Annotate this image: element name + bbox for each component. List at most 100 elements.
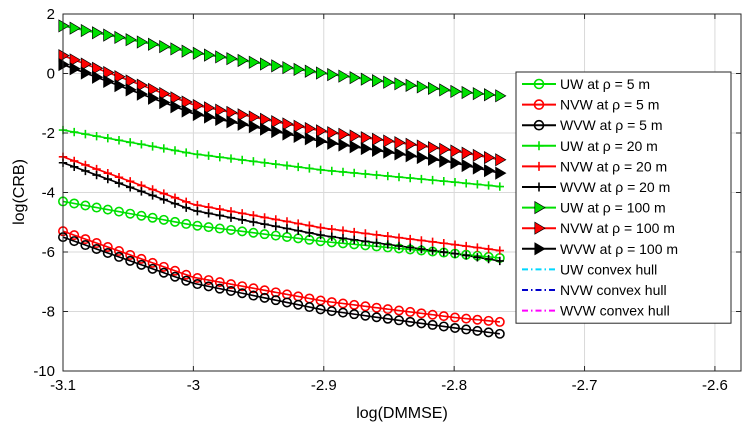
data-point bbox=[338, 127, 350, 141]
data-point bbox=[338, 167, 348, 177]
data-point bbox=[281, 231, 292, 242]
data-point bbox=[237, 155, 247, 165]
data-point bbox=[349, 129, 361, 143]
data-point bbox=[439, 154, 451, 168]
data-point bbox=[147, 212, 158, 223]
data-point bbox=[181, 104, 193, 118]
data-point bbox=[484, 88, 496, 102]
data-point bbox=[103, 65, 115, 80]
data-point bbox=[305, 228, 314, 238]
data-point bbox=[326, 306, 337, 317]
data-point bbox=[260, 112, 272, 126]
data-point bbox=[305, 221, 314, 230]
data-point bbox=[215, 103, 227, 117]
series-marker-group bbox=[57, 232, 505, 339]
legend-item: WVW at ρ = 100 m bbox=[522, 241, 678, 257]
data-point bbox=[237, 108, 249, 122]
data-point bbox=[260, 158, 269, 167]
data-point bbox=[484, 244, 493, 254]
data-point bbox=[226, 213, 236, 222]
data-point bbox=[416, 318, 427, 329]
legend-label: UW at ρ = 5 m bbox=[560, 76, 650, 92]
data-point bbox=[282, 217, 292, 226]
data-point bbox=[483, 315, 494, 326]
data-point bbox=[226, 115, 238, 129]
series-line bbox=[62, 54, 500, 161]
series-marker-group bbox=[58, 125, 504, 191]
legend-marker bbox=[533, 99, 545, 110]
data-point bbox=[461, 313, 472, 324]
data-point bbox=[494, 328, 505, 339]
data-point bbox=[91, 238, 102, 249]
data-point bbox=[215, 152, 224, 162]
data-point bbox=[495, 153, 507, 167]
data-point bbox=[113, 206, 124, 217]
legend-item: WVW at ρ = 5 m bbox=[522, 117, 662, 133]
data-point bbox=[158, 261, 169, 272]
data-point bbox=[405, 78, 417, 92]
data-point bbox=[113, 251, 124, 262]
data-point bbox=[360, 72, 373, 86]
data-point bbox=[371, 312, 382, 323]
data-point bbox=[181, 148, 191, 157]
series-line bbox=[62, 63, 500, 174]
legend-label: NVW at ρ = 100 m bbox=[560, 220, 675, 236]
data-point bbox=[461, 241, 471, 251]
data-point bbox=[158, 267, 169, 278]
data-point bbox=[169, 271, 180, 282]
data-point bbox=[125, 183, 135, 192]
data-point bbox=[170, 91, 182, 105]
legend-marker bbox=[534, 182, 544, 192]
series-marker-group bbox=[57, 226, 505, 327]
legend-marker bbox=[533, 119, 545, 131]
data-point bbox=[338, 69, 350, 83]
series-marker-group bbox=[58, 49, 507, 167]
data-point bbox=[271, 124, 283, 139]
data-point bbox=[270, 230, 281, 241]
data-point bbox=[237, 288, 248, 299]
data-point bbox=[203, 275, 214, 286]
data-point bbox=[113, 245, 124, 256]
data-point bbox=[271, 59, 283, 73]
data-point bbox=[260, 122, 272, 136]
data-point bbox=[192, 220, 203, 231]
data-point bbox=[405, 149, 417, 163]
data-point bbox=[137, 187, 146, 196]
data-point bbox=[394, 233, 404, 242]
data-point bbox=[92, 170, 101, 180]
data-point bbox=[372, 132, 384, 146]
data-point bbox=[170, 42, 182, 56]
data-point bbox=[226, 154, 236, 163]
data-point bbox=[181, 269, 192, 280]
data-point bbox=[438, 311, 449, 322]
data-point bbox=[383, 145, 395, 159]
data-point bbox=[260, 57, 272, 71]
data-point bbox=[237, 53, 249, 68]
data-point bbox=[181, 275, 192, 286]
data-point bbox=[461, 179, 471, 188]
data-point bbox=[103, 174, 112, 184]
legend-label: UW at ρ = 20 m bbox=[560, 138, 658, 154]
data-point bbox=[383, 232, 392, 241]
data-point bbox=[91, 244, 102, 255]
data-point bbox=[349, 71, 361, 85]
data-point bbox=[394, 241, 404, 251]
legend-label: NVW convex hull bbox=[560, 282, 667, 298]
data-point bbox=[237, 117, 249, 131]
data-point bbox=[204, 48, 216, 62]
data-point bbox=[495, 89, 507, 103]
data-point bbox=[203, 281, 214, 292]
y-tick-label: -2 bbox=[42, 125, 55, 142]
legend-label: NVW at ρ = 5 m bbox=[560, 97, 659, 113]
tick-labels: -3.1 -3 -2.9 -2.8 -2.7 -2.6 -10 -8 -6 -4 -2 0 2 bbox=[33, 6, 728, 394]
data-point bbox=[248, 227, 259, 238]
data-point bbox=[249, 217, 258, 227]
data-point bbox=[483, 327, 494, 338]
data-point bbox=[248, 110, 261, 124]
data-point bbox=[495, 246, 504, 255]
data-point bbox=[428, 152, 440, 166]
data-point bbox=[494, 316, 505, 327]
series-line bbox=[62, 129, 500, 188]
data-point bbox=[282, 117, 294, 131]
data-point bbox=[69, 62, 81, 76]
